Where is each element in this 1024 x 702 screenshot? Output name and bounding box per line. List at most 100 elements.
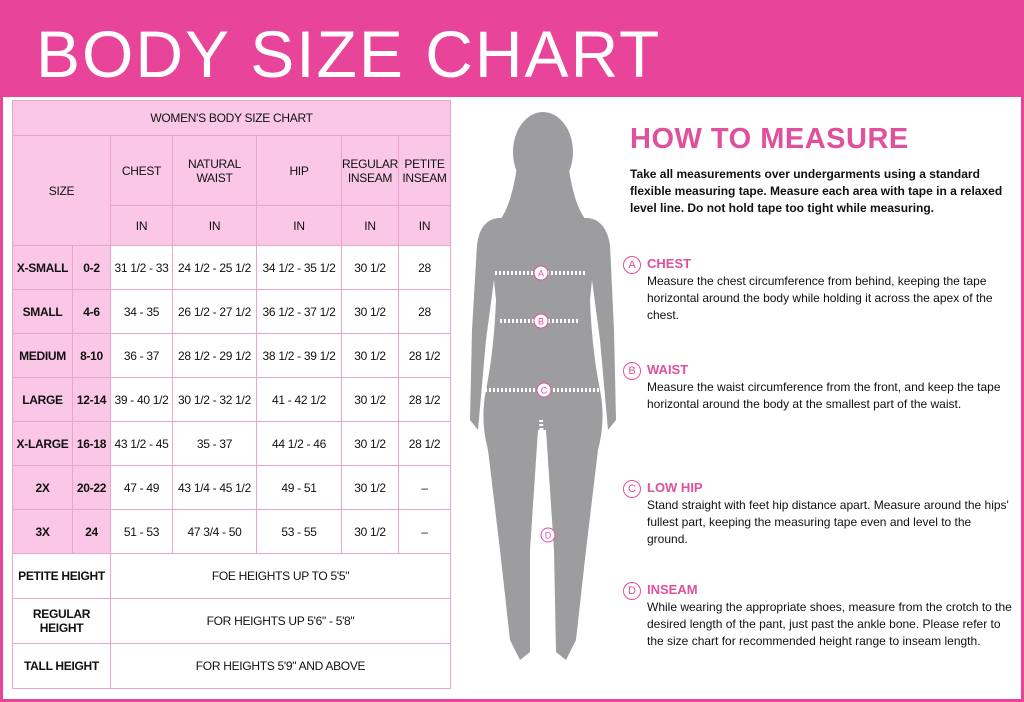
table-cell: –	[397, 465, 452, 510]
table-row: TALL HEIGHT FOR HEIGHTS 5'9" AND ABOVE	[12, 643, 452, 689]
column-header: HIP	[256, 135, 342, 206]
height-text: FOR HEIGHTS UP 5'6" - 5'8"	[109, 598, 452, 644]
table-row: REGULAR HEIGHT FOR HEIGHTS UP 5'6" - 5'8"	[12, 598, 452, 644]
table-row: IN IN IN IN IN	[13, 205, 452, 246]
table-cell: 24 1/2 - 25 1/2	[172, 245, 257, 290]
table-cell: 41 - 42 1/2	[256, 377, 342, 422]
table-cell: X-LARGE	[12, 421, 73, 466]
table-cell: 38 1/2 - 39 1/2	[256, 333, 342, 378]
table-row: 2X 20-22 47 - 49 43 1/4 - 45 1/2 49 - 51 30 1…	[12, 465, 452, 510]
tape-marker	[540, 527, 556, 543]
table-cell: 16-18	[72, 421, 111, 466]
table-cell: 36 1/2 - 37 1/2	[256, 289, 342, 334]
table-cell: 43 1/2 - 45	[110, 421, 173, 466]
table-cell: 28 1/2	[397, 421, 452, 466]
guide-intro: Take all measurements over undergarments…	[630, 167, 1003, 215]
table-row: SIZE CHEST NATURAL WAIST HIP REGULAR INSEAM P…	[12, 135, 452, 246]
table-cell: 2X	[12, 465, 73, 510]
tape-marker-label: A	[538, 269, 544, 279]
unit-cell: IN	[397, 205, 452, 246]
column-header: SIZE	[12, 135, 111, 246]
table-row: LARGE 12-14 39 - 40 1/2 30 1/2 - 32 1/2 41 -…	[12, 377, 452, 422]
table-cell: 28	[397, 245, 452, 290]
table-cell: 12-14	[72, 377, 111, 422]
table-cell: 31 1/2 - 33	[110, 245, 173, 290]
table-row: WOMEN'S BODY SIZE CHART	[11, 100, 452, 136]
table-cell: 36 - 37	[110, 333, 173, 378]
table-row: SMALL 4-6 34 - 35 26 1/2 - 27 1/2 36 1/2 - 3…	[12, 289, 452, 334]
tape-marker	[536, 382, 552, 398]
section-marker: B	[623, 362, 641, 380]
table-row: PETITE HEIGHT FOE HEIGHTS UP TO 5'5"	[12, 553, 452, 599]
section-marker: C	[623, 480, 641, 498]
table-cell: 30 1/2 - 32 1/2	[172, 377, 257, 422]
table-cell: 53 - 55	[256, 509, 342, 554]
tape-marker-label: C	[541, 386, 548, 396]
table-cell: 30 1/2	[341, 289, 399, 334]
section-marker: D	[623, 582, 641, 600]
unit-cell: IN	[341, 205, 399, 246]
table-cell: 30 1/2	[341, 333, 399, 378]
section-title: CHEST	[647, 256, 692, 271]
table-row: X-LARGE 16-18 43 1/2 - 45 35 - 37 44 1/2 - 4…	[12, 421, 452, 466]
table-cell: 47 - 49	[110, 465, 173, 510]
size-table: WOMEN'S BODY SIZE CHART SIZE CHEST NATURAL …	[11, 100, 452, 689]
table-cell: 30 1/2	[341, 245, 399, 290]
table-row: X-SMALL 0-2 31 1/2 - 33 24 1/2 - 25 1/2 34 1…	[12, 245, 452, 290]
section-text: While wearing the appropriate shoes, mea…	[647, 600, 1012, 648]
table-cell: 39 - 40 1/2	[110, 377, 173, 422]
height-text: FOR HEIGHTS 5'9" AND ABOVE	[109, 643, 452, 689]
table-cell: 30 1/2	[341, 465, 399, 510]
section-marker: A	[623, 256, 641, 274]
table-cell: 51 - 53	[110, 509, 173, 554]
table-cell: 28 1/2 - 29 1/2	[172, 333, 257, 378]
table-cell: 34 1/2 - 35 1/2	[256, 245, 342, 290]
unit-cell: IN	[172, 205, 257, 246]
section-text: Measure the waist circumference from the…	[647, 380, 1001, 411]
table-cell: 20-22	[72, 465, 111, 510]
section-text: Measure the chest circumference from beh…	[647, 274, 993, 322]
column-header: CHEST	[110, 135, 173, 206]
column-header: NATURAL WAIST	[172, 135, 257, 206]
table-cell: 49 - 51	[256, 465, 342, 510]
guide-title: HOW TO MEASURE	[630, 123, 909, 155]
tape-marker-label: B	[538, 317, 544, 327]
unit-cell: IN	[256, 205, 342, 246]
table-row: 3X 24 51 - 53 47 3/4 - 50 53 - 55 30 1/2–	[12, 509, 452, 554]
section-title: LOW HIP	[647, 480, 703, 495]
tape-marker-label: D	[545, 531, 552, 541]
table-cell: 34 - 35	[110, 289, 173, 334]
height-label: REGULAR HEIGHT	[12, 598, 111, 644]
height-text: FOE HEIGHTS UP TO 5'5"	[109, 553, 452, 599]
column-header: REGULAR INSEAM	[341, 135, 399, 206]
table-cell: 30 1/2	[341, 509, 399, 554]
page-title: BODY SIZE CHART	[36, 17, 662, 91]
table-title: WOMEN'S BODY SIZE CHART	[11, 100, 452, 136]
section-text: Stand straight with feet hip distance ap…	[647, 498, 1009, 546]
table-cell: 3X	[12, 509, 73, 554]
table-cell: 26 1/2 - 27 1/2	[172, 289, 257, 334]
table-cell: MEDIUM	[12, 333, 73, 378]
table-cell: 24	[72, 509, 111, 554]
table-cell: LARGE	[12, 377, 73, 422]
table-cell: SMALL	[12, 289, 73, 334]
section-title: INSEAM	[647, 582, 698, 597]
table-cell: 43 1/4 - 45 1/2	[172, 465, 257, 510]
table-cell: 28 1/2	[397, 377, 452, 422]
table-cell: 47 3/4 - 50	[172, 509, 257, 554]
column-header: PETITE INSEAM	[397, 135, 452, 206]
table-cell: –	[397, 509, 452, 554]
table-cell: 28	[397, 289, 452, 334]
tape-marker	[533, 313, 549, 329]
table-cell: 44 1/2 - 46	[256, 421, 342, 466]
height-label: PETITE HEIGHT	[12, 553, 111, 599]
table-cell: 4-6	[72, 289, 111, 334]
table-cell: 30 1/2	[341, 377, 399, 422]
table-cell: 8-10	[72, 333, 111, 378]
table-cell: 35 - 37	[172, 421, 257, 466]
table-cell: X-SMALL	[12, 245, 73, 290]
section-title: WAIST	[647, 362, 689, 377]
tape-marker	[533, 265, 549, 281]
table-cell: 0-2	[72, 245, 111, 290]
